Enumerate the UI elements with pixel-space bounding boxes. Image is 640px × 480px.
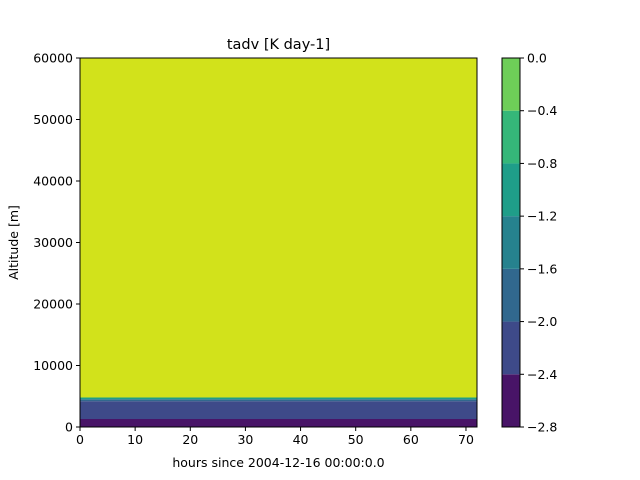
- colorbar-tick-label-7: 0.0: [527, 51, 547, 66]
- y-axis: 0 10000 20000 30000 40000 50000 60000: [33, 51, 80, 435]
- x-tick-label-7: 70: [458, 432, 474, 447]
- colorbar-segment-2: [502, 268, 520, 322]
- contour-band-4: [80, 58, 477, 398]
- y-tick-label-6: 60000: [33, 51, 73, 66]
- x-tick-label-3: 30: [237, 432, 253, 447]
- colorbar-tick-label-5: −0.8: [527, 156, 557, 171]
- chart-title: tadv [K day-1]: [227, 37, 330, 53]
- colorbar-tick-label-0: −2.8: [527, 420, 557, 435]
- colorbar-ticks: −2.8 −2.4 −2.0 −1.6 −1.2 −0.8 −0.4 0.0: [520, 51, 557, 435]
- colorbar-segments: [502, 58, 520, 427]
- colorbar-tick-label-1: −2.4: [527, 367, 557, 382]
- contour-band-2: [80, 399, 477, 402]
- y-tick-label-4: 40000: [33, 174, 73, 189]
- colorbar-segment-5: [502, 110, 520, 164]
- colorbar-tick-label-3: −1.6: [527, 261, 557, 276]
- contour-band-3: [80, 397, 477, 400]
- x-tick-label-2: 20: [182, 432, 198, 447]
- y-tick-label-1: 10000: [33, 358, 73, 373]
- x-tick-label-5: 50: [348, 432, 364, 447]
- colorbar-tick-label-4: −1.2: [527, 209, 557, 224]
- colorbar: −2.8 −2.4 −2.0 −1.6 −1.2 −0.8 −0.4 0.0: [501, 51, 557, 435]
- colorbar-segment-4: [502, 163, 520, 217]
- colorbar-frame: [501, 57, 521, 428]
- x-tick-label-0: 0: [76, 432, 84, 447]
- x-axis-label: hours since 2004-12-16 00:00:0.0: [172, 455, 384, 470]
- colorbar-segment-1: [502, 321, 520, 375]
- contour-bands: [80, 58, 477, 427]
- plot-area: [79, 57, 478, 428]
- colorbar-tick-label-2: −2.0: [527, 314, 557, 329]
- x-tick-label-6: 60: [403, 432, 419, 447]
- x-tick-label-1: 10: [127, 432, 143, 447]
- colorbar-segment-0: [502, 374, 520, 427]
- contour-band-1: [80, 401, 477, 420]
- colorbar-segment-3: [502, 216, 520, 269]
- y-tick-label-0: 0: [65, 420, 73, 435]
- x-tick-label-4: 40: [293, 432, 309, 447]
- colorbar-segment-6: [502, 58, 520, 111]
- x-axis: 0 10 20 30 40 50 60 70: [76, 427, 474, 447]
- y-axis-label: Altitude [m]: [6, 205, 21, 280]
- colorbar-tick-label-6: −0.4: [527, 103, 557, 118]
- y-tick-label-2: 20000: [33, 297, 73, 312]
- contour-band-0: [80, 419, 477, 427]
- y-tick-label-3: 30000: [33, 235, 73, 250]
- y-tick-label-5: 50000: [33, 112, 73, 127]
